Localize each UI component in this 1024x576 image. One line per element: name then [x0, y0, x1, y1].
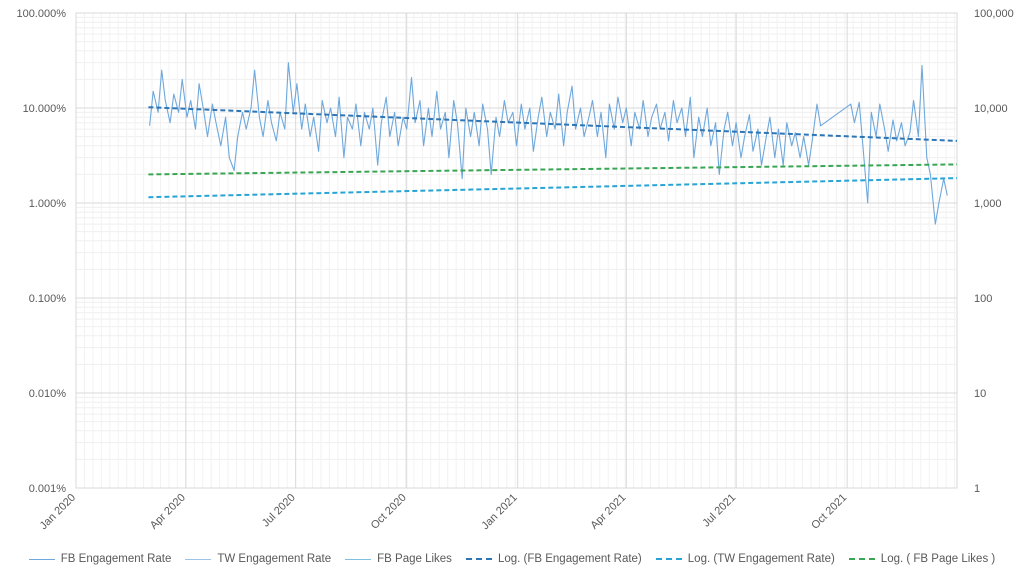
- y-right-tick-label: 100: [974, 293, 992, 305]
- series-log-tw-engagement-rate: [148, 177, 958, 199]
- series-log-fb-engagement-rate: [148, 106, 958, 142]
- legend-swatch: [655, 558, 682, 560]
- legend-item: Log. (TW Engagement Rate): [655, 553, 835, 565]
- y-left-tick-label: 100.000%: [16, 8, 66, 20]
- y-left-tick-label: 0.010%: [29, 388, 67, 400]
- x-tick-label: Oct 2020: [369, 492, 409, 532]
- y-left-tick-label: 1.000%: [29, 198, 67, 210]
- x-tick-label: Jul 2020: [260, 492, 298, 530]
- y-right-tick-label: 1,000: [974, 198, 1002, 210]
- series-fb-engagement-rate: [149, 62, 948, 225]
- legend-label: Log. ( FB Page Likes ): [880, 553, 996, 565]
- y-right-tick-label: 100,000: [974, 8, 1014, 20]
- y-right-tick-label: 10,000: [974, 103, 1008, 115]
- chart-svg: 100.000% 10.000% 1.000% 0.100% 0.010% 0.001% 1…: [16, 8, 1014, 532]
- y-left-tick-label: 0.100%: [29, 293, 67, 305]
- legend-swatch: [848, 558, 875, 560]
- legend-item: FB Page Likes: [345, 553, 452, 565]
- y-right-tick-label: 10: [974, 388, 986, 400]
- legend-label: FB Page Likes: [377, 553, 452, 565]
- legend-item: Log. ( FB Page Likes ): [848, 553, 996, 565]
- legend-label: FB Engagement Rate: [60, 553, 172, 565]
- x-tick-label: Jan 2021: [479, 492, 519, 532]
- y-right-tick-label: 1: [974, 483, 980, 495]
- legend-swatch: [185, 558, 212, 560]
- series-log-fb-page-likes: [148, 163, 958, 176]
- y-left-tick-label: 10.000%: [23, 103, 67, 115]
- legend: FB Engagement Rate TW Engagement Rate FB P…: [0, 548, 1024, 570]
- legend-swatch: [465, 558, 492, 560]
- legend-swatch: [28, 558, 55, 560]
- x-tick-label: Apr 2020: [148, 492, 188, 532]
- x-tick-label: Jan 2020: [38, 492, 78, 532]
- legend-item: Log. (FB Engagement Rate): [465, 553, 642, 565]
- legend-item: TW Engagement Rate: [185, 553, 331, 565]
- y-left-tick-label: 0.001%: [29, 483, 67, 495]
- legend-label: Log. (FB Engagement Rate): [497, 553, 642, 565]
- plot-area: [75, 12, 958, 489]
- legend-swatch: [345, 558, 372, 560]
- x-tick-label: Oct 2021: [809, 492, 849, 532]
- legend-item: FB Engagement Rate: [28, 553, 172, 565]
- legend-label: TW Engagement Rate: [217, 553, 332, 565]
- x-tick-label: Jul 2021: [700, 492, 738, 530]
- legend-label: Log. (TW Engagement Rate): [687, 553, 835, 565]
- x-tick-label: Apr 2021: [588, 492, 628, 532]
